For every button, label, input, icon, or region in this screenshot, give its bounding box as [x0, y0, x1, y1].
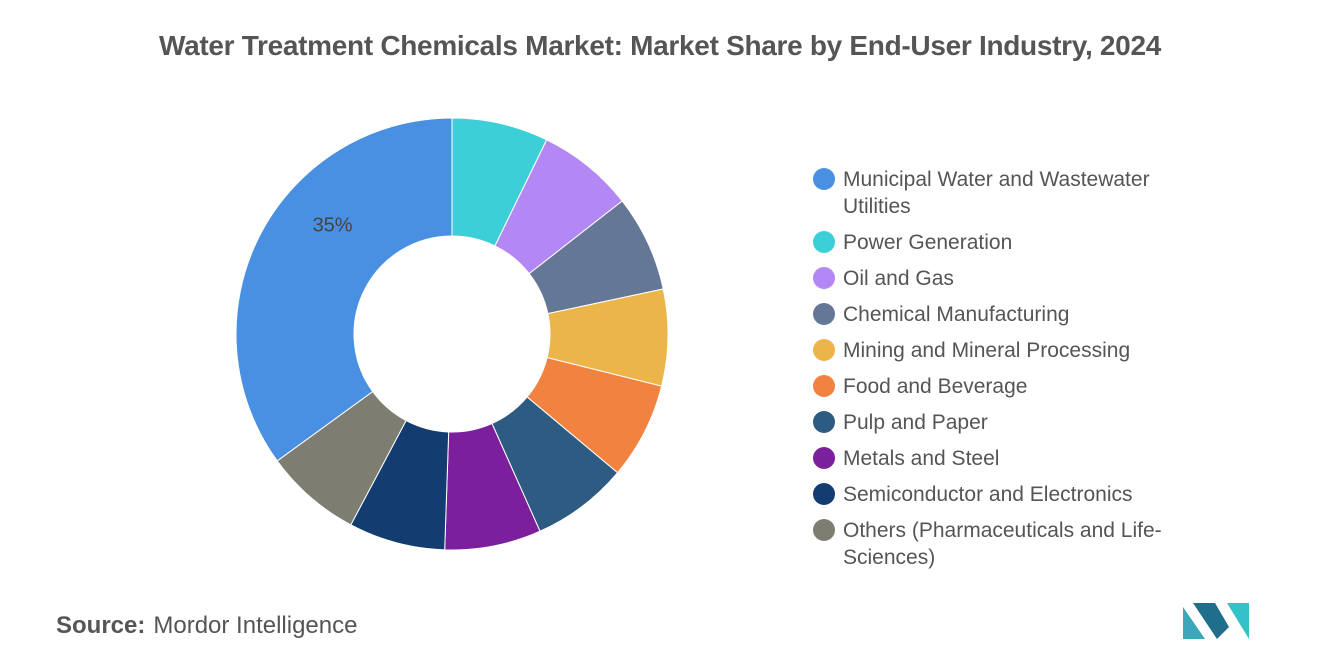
- legend-label: Municipal Water and Wastewater Utilities: [843, 168, 1150, 218]
- legend-label: Food and Beverage: [843, 375, 1028, 398]
- legend-item-5: Food and Beverage: [813, 373, 1273, 400]
- slice-label-0: 35%: [313, 214, 353, 236]
- legend-item-3: Chemical Manufacturing: [813, 301, 1273, 328]
- source-note: Source: Mordor Intelligence: [56, 612, 357, 640]
- logo-shape-mid: [1193, 603, 1229, 639]
- legend-item-8: Semiconductor and Electronics: [813, 481, 1273, 508]
- legend-swatch: [813, 303, 835, 325]
- legend-swatch: [813, 339, 835, 361]
- legend-label: Pulp and Paper: [843, 411, 988, 434]
- legend-swatch: [813, 519, 835, 541]
- slice-9: [276, 390, 407, 526]
- legend-item-0: Municipal Water and Wastewater Utilities: [813, 166, 1273, 220]
- chart-title: Water Treatment Chemicals Market: Market…: [158, 30, 1161, 61]
- legend-label: Others (Pharmaceuticals and Life-Science…: [843, 519, 1162, 569]
- legend-swatch: [813, 168, 835, 190]
- legend-swatch: [813, 375, 835, 397]
- chart-legend: Municipal Water and Wastewater Utilities…: [813, 166, 1273, 580]
- mordor-logo-icon: [1183, 603, 1249, 639]
- legend-item-6: Pulp and Paper: [813, 409, 1273, 436]
- legend-label: Metals and Steel: [843, 447, 1000, 470]
- legend-label: Semiconductor and Electronics: [843, 483, 1133, 506]
- legend-item-9: Others (Pharmaceuticals and Life-Science…: [813, 517, 1273, 571]
- legend-swatch: [813, 447, 835, 469]
- legend-item-1: Power Generation: [813, 229, 1273, 256]
- legend-item-7: Metals and Steel: [813, 445, 1273, 472]
- source-label: Source:: [56, 612, 146, 639]
- legend-label: Oil and Gas: [843, 267, 954, 290]
- legend-swatch: [813, 483, 835, 505]
- slice-0: [235, 117, 453, 462]
- logo-shape-left: [1183, 607, 1205, 639]
- legend-label: Chemical Manufacturing: [843, 303, 1070, 326]
- source-value: Mordor Intelligence: [153, 612, 358, 639]
- legend-swatch: [813, 411, 835, 433]
- donut-chart: 35%: [235, 117, 669, 551]
- legend-swatch: [813, 267, 835, 289]
- legend-label: Power Generation: [843, 231, 1013, 254]
- legend-item-2: Oil and Gas: [813, 265, 1273, 292]
- legend-swatch: [813, 231, 835, 253]
- logo-shape-right: [1227, 603, 1249, 639]
- legend-label: Mining and Mineral Processing: [843, 339, 1131, 362]
- legend-item-4: Mining and Mineral Processing: [813, 337, 1273, 364]
